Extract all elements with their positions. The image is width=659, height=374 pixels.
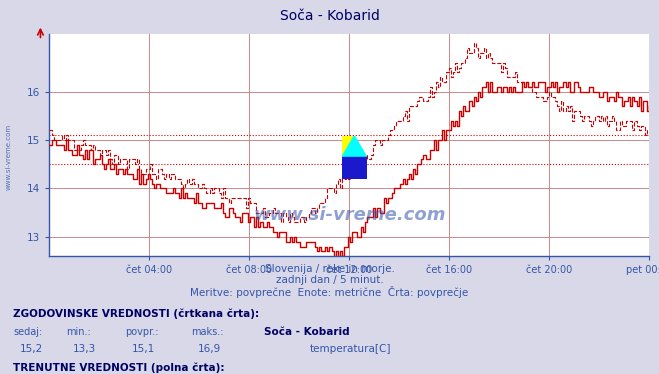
Text: www.si-vreme.com: www.si-vreme.com — [5, 124, 11, 190]
Text: temperatura[C]: temperatura[C] — [310, 344, 391, 355]
Text: Soča - Kobarid: Soča - Kobarid — [264, 327, 349, 337]
Text: 15,1: 15,1 — [132, 344, 155, 355]
Text: 16,9: 16,9 — [198, 344, 221, 355]
Polygon shape — [342, 136, 355, 157]
Text: min.:: min.: — [66, 327, 91, 337]
Text: Slovenija / reke in morje.: Slovenija / reke in morje. — [264, 264, 395, 274]
Polygon shape — [342, 157, 367, 179]
Text: TRENUTNE VREDNOSTI (polna črta):: TRENUTNE VREDNOSTI (polna črta): — [13, 362, 225, 373]
Polygon shape — [342, 136, 367, 157]
Text: Meritve: povprečne  Enote: metrične  Črta: povprečje: Meritve: povprečne Enote: metrične Črta:… — [190, 286, 469, 298]
Text: maks.:: maks.: — [191, 327, 223, 337]
Text: 13,3: 13,3 — [72, 344, 96, 355]
Text: 15,2: 15,2 — [20, 344, 43, 355]
Text: www.si-vreme.com: www.si-vreme.com — [253, 206, 445, 224]
Text: zadnji dan / 5 minut.: zadnji dan / 5 minut. — [275, 275, 384, 285]
Text: ZGODOVINSKE VREDNOSTI (črtkana črta):: ZGODOVINSKE VREDNOSTI (črtkana črta): — [13, 309, 259, 319]
Text: sedaj:: sedaj: — [13, 327, 42, 337]
Text: povpr.:: povpr.: — [125, 327, 159, 337]
Text: Soča - Kobarid: Soča - Kobarid — [279, 9, 380, 23]
